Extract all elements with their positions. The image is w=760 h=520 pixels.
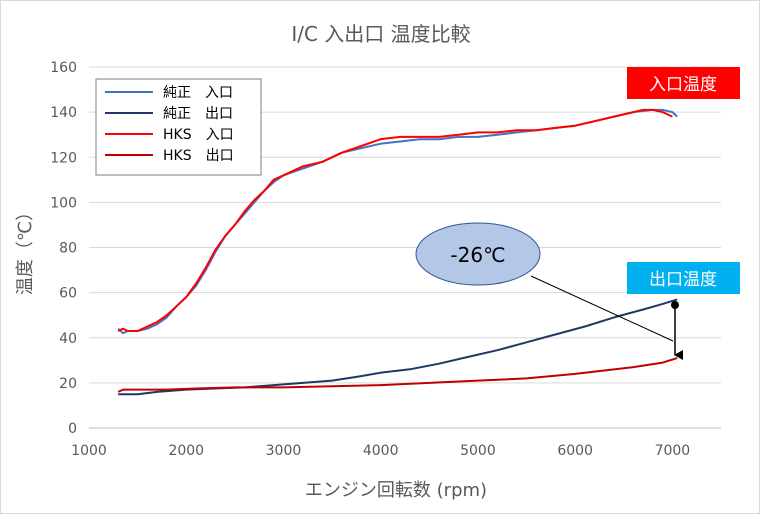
inlet-annotation: 入口温度 (627, 67, 740, 99)
x-tick-label: 7000 (655, 443, 691, 459)
y-tick-label: 60 (59, 286, 77, 302)
y-axis-title: 温度（℃） (15, 203, 36, 295)
x-tick-label: 1000 (71, 443, 107, 459)
y-tick-label: 120 (50, 150, 77, 166)
x-tick-label: 3000 (266, 443, 302, 459)
y-tick-labels: 0 20 40 60 80 100 120 140 160 (50, 60, 77, 437)
callout-label: -26℃ (450, 243, 505, 267)
legend-label: HKS 出口 (163, 148, 234, 164)
difference-callout: -26℃ (415, 222, 674, 342)
difference-arrow (671, 301, 683, 360)
series-line-hks-outlet (117, 357, 678, 393)
y-tick-label: 160 (50, 60, 77, 76)
legend-label: 純正 出口 (163, 106, 233, 122)
series-line-stock-outlet (118, 298, 678, 396)
y-tick-label: 140 (50, 105, 77, 121)
inlet-label-box (627, 67, 740, 99)
y-tick-label: 40 (59, 331, 77, 347)
chart-title: I/C 入出口 温度比較 (291, 22, 470, 46)
callout-bubble (415, 222, 541, 286)
legend-box (95, 78, 262, 176)
x-axis-title: エンジン回転数 (rpm) (305, 480, 487, 501)
x-tick-label: 2000 (168, 443, 204, 459)
y-tick-label: 0 (68, 421, 77, 437)
outlet-label: 出口温度 (649, 270, 717, 290)
series-lines (117, 108, 678, 396)
legend-label: 純正 入口 (163, 85, 233, 101)
series-line-hks-inlet (117, 108, 673, 332)
y-tick-label: 20 (59, 376, 77, 392)
x-tick-labels: 1000 2000 3000 4000 5000 6000 7000 (71, 443, 690, 459)
x-tick-label: 5000 (460, 443, 496, 459)
y-tick-label: 80 (59, 241, 77, 257)
callout-pointer-line (530, 275, 674, 342)
y-tick-label: 100 (50, 195, 77, 211)
difference-arrow-dot (671, 301, 679, 309)
inlet-label: 入口温度 (649, 75, 717, 95)
x-tick-label: 6000 (557, 443, 593, 459)
x-tick-label: 4000 (363, 443, 399, 459)
legend-label: HKS 入口 (163, 127, 234, 143)
outlet-label-box (627, 262, 740, 294)
outlet-annotation: 出口温度 (627, 262, 740, 294)
